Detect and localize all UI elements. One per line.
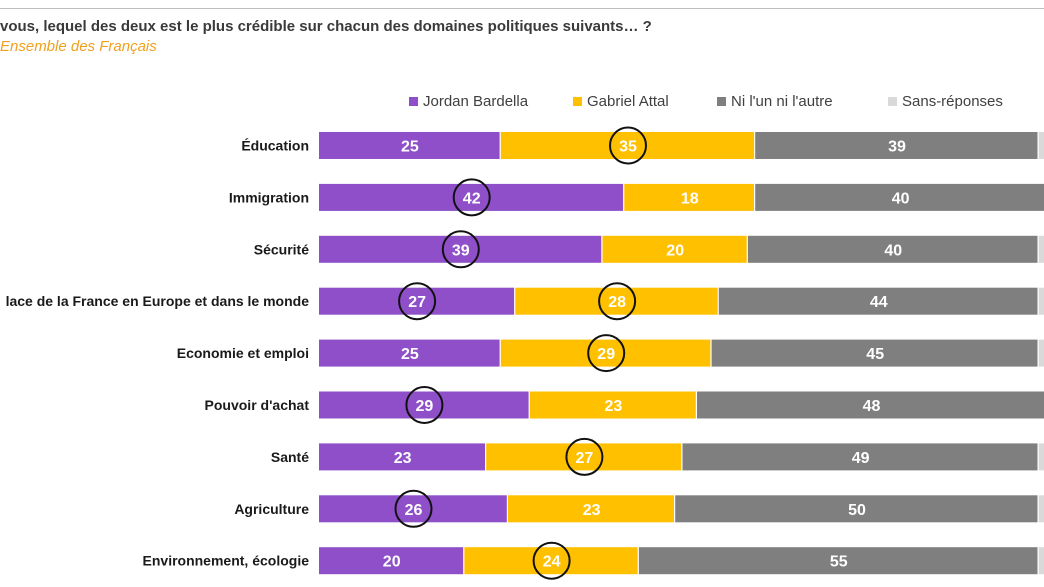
- data-label: 55: [830, 554, 848, 571]
- bar-sans-reponses: [1038, 495, 1044, 523]
- bar-jordan-bardella: [319, 547, 464, 575]
- legend-swatch-icon: [888, 97, 897, 106]
- category-label: Éducation: [241, 138, 309, 154]
- bar-gabriel-attal: [464, 547, 638, 575]
- legend-swatch-icon: [717, 97, 726, 106]
- data-label: 29: [597, 346, 615, 363]
- bar-ni-l-un-ni-l-autre: [747, 235, 1038, 263]
- bar-ni-l-un-ni-l-autre: [675, 495, 1038, 523]
- legend-label: Sans-réponses: [902, 93, 1003, 110]
- data-label: 24: [543, 554, 561, 571]
- category-label: Sécurité: [254, 241, 309, 257]
- top-divider: [0, 8, 1044, 9]
- data-label: 25: [401, 346, 419, 363]
- highlight-circle: [398, 282, 437, 321]
- legend-item-jordan-bardella: Jordan Bardella: [409, 93, 528, 110]
- legend-item-sans-reponses: Sans-réponses: [888, 93, 1003, 110]
- bar-gabriel-attal: [500, 339, 711, 367]
- highlight-circle: [609, 126, 647, 165]
- data-label: 44: [870, 294, 888, 311]
- bar-jordan-bardella: [319, 391, 529, 419]
- legend-item-ni-l-un-ni-l-autre: Ni l'un ni l'autre: [717, 93, 833, 110]
- data-label: 20: [666, 242, 684, 259]
- bar-gabriel-attal: [508, 495, 674, 523]
- legend-swatch-icon: [573, 97, 582, 106]
- data-label: 40: [892, 190, 910, 207]
- chart-subtitle: Ensemble des Français: [0, 38, 157, 55]
- legend-label: Gabriel Attal: [587, 93, 669, 110]
- bar-jordan-bardella: [319, 339, 500, 367]
- bar-ni-l-un-ni-l-autre: [711, 339, 1038, 367]
- data-label: 29: [416, 398, 434, 415]
- bar-ni-l-un-ni-l-autre: [755, 183, 1044, 211]
- bar-jordan-bardella: [319, 183, 624, 211]
- bar-ni-l-un-ni-l-autre: [697, 391, 1044, 419]
- data-label: 27: [576, 450, 594, 467]
- chart-title: vous, lequel des deux est le plus crédib…: [0, 18, 652, 35]
- highlight-circle: [394, 489, 433, 528]
- highlight-circle: [452, 178, 491, 217]
- bar-jordan-bardella: [319, 235, 602, 263]
- bar-jordan-bardella: [319, 132, 500, 159]
- data-label: 18: [681, 190, 699, 207]
- highlight-circle: [587, 334, 626, 373]
- bar-gabriel-attal: [602, 235, 747, 263]
- data-label: 50: [848, 502, 866, 519]
- data-label: 20: [383, 554, 401, 571]
- bar-sans-reponses: [1038, 132, 1044, 159]
- bar-sans-reponses: [1038, 339, 1044, 367]
- data-label: 42: [463, 190, 481, 207]
- data-label: 35: [619, 139, 637, 156]
- bar-ni-l-un-ni-l-autre: [682, 443, 1038, 471]
- bar-sans-reponses: [1038, 235, 1044, 263]
- category-label: Santé: [271, 449, 309, 465]
- bar-gabriel-attal: [529, 391, 696, 419]
- legend-label: Jordan Bardella: [423, 93, 529, 110]
- data-label: 26: [405, 502, 423, 519]
- data-label: 48: [863, 398, 881, 415]
- highlight-circle: [565, 437, 604, 476]
- bar-gabriel-attal: [515, 287, 718, 315]
- bar-gabriel-attal: [486, 443, 682, 471]
- category-label: Pouvoir d'achat: [205, 397, 310, 413]
- data-label: 40: [884, 242, 902, 259]
- data-label: 28: [608, 294, 626, 311]
- bar-sans-reponses: [1038, 443, 1044, 471]
- bar-jordan-bardella: [319, 287, 515, 315]
- bar-ni-l-un-ni-l-autre: [755, 132, 1038, 159]
- data-label: 23: [394, 450, 412, 467]
- bar-ni-l-un-ni-l-autre: [718, 287, 1038, 315]
- bar-jordan-bardella: [319, 495, 507, 523]
- data-label: 39: [452, 242, 470, 259]
- data-label: 23: [583, 502, 601, 519]
- category-label: Economie et emploi: [177, 345, 309, 361]
- bar-jordan-bardella: [319, 443, 485, 471]
- category-label: lace de la France en Europe et dans le m…: [6, 293, 310, 309]
- data-label: 39: [888, 139, 906, 156]
- bar-gabriel-attal: [624, 183, 754, 211]
- legend-swatch-icon: [409, 97, 418, 106]
- data-label: 23: [605, 398, 623, 415]
- category-label: Agriculture: [234, 501, 309, 517]
- data-label: 49: [852, 450, 870, 467]
- bar-ni-l-un-ni-l-autre: [638, 547, 1038, 575]
- highlight-circle: [405, 386, 444, 424]
- data-label: 25: [401, 139, 419, 156]
- legend-item-gabriel-attal: Gabriel Attal: [573, 93, 669, 110]
- highlight-circle: [532, 541, 571, 580]
- bar-gabriel-attal: [500, 132, 755, 159]
- highlight-circle: [598, 282, 637, 321]
- bar-sans-reponses: [1038, 547, 1044, 575]
- data-label: 27: [408, 294, 426, 311]
- bar-sans-reponses: [1038, 287, 1044, 315]
- highlight-circle: [441, 230, 480, 269]
- legend-label: Ni l'un ni l'autre: [731, 93, 833, 110]
- category-label: Environnement, écologie: [143, 553, 310, 569]
- data-label: 45: [866, 346, 884, 363]
- category-label: Immigration: [229, 189, 309, 205]
